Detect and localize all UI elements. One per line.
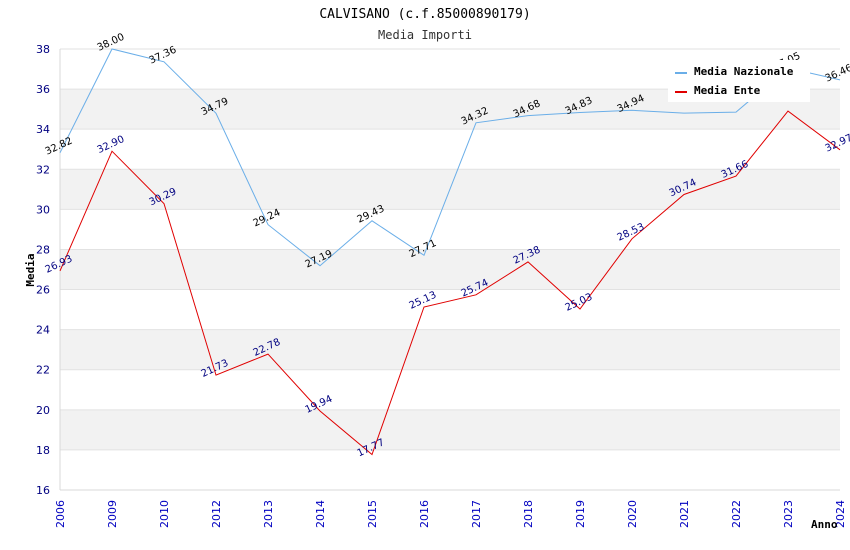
x-tick-label: 2020 bbox=[626, 500, 639, 528]
y-tick-label: 38 bbox=[36, 43, 50, 56]
data-label: 37.36 bbox=[148, 45, 179, 67]
x-axis-label: Anno bbox=[811, 518, 838, 531]
y-tick-label: 26 bbox=[36, 284, 50, 297]
x-tick-label: 2024 bbox=[834, 500, 847, 528]
x-tick-label: 2010 bbox=[158, 500, 171, 528]
chart-subtitle: Media Importi bbox=[378, 28, 472, 42]
series-line-media-nazionale bbox=[59, 48, 841, 267]
grid-bands bbox=[60, 89, 840, 450]
legend: Media Nazionale Media Ente bbox=[668, 60, 810, 102]
x-tick-label: 2022 bbox=[730, 500, 743, 528]
data-label: 32.82 bbox=[44, 136, 75, 158]
x-tick-label: 2018 bbox=[522, 500, 535, 528]
legend-label-media-nazionale: Media Nazionale bbox=[694, 65, 794, 78]
y-axis-label: Media bbox=[24, 253, 37, 286]
x-tick-label: 2023 bbox=[782, 500, 795, 528]
x-tick-label: 2014 bbox=[314, 500, 327, 528]
data-label: 29.24 bbox=[252, 207, 283, 229]
series-lines bbox=[59, 48, 841, 456]
grid-band bbox=[60, 329, 840, 370]
x-tick-label: 2009 bbox=[106, 500, 119, 528]
data-label: 36.46 bbox=[824, 63, 850, 85]
y-tick-label: 28 bbox=[36, 243, 50, 256]
y-tick-label: 18 bbox=[36, 444, 50, 457]
y-tick-label: 30 bbox=[36, 203, 50, 216]
axes bbox=[59, 49, 840, 491]
data-label: 25.03 bbox=[564, 292, 595, 314]
x-tick-label: 2019 bbox=[574, 500, 587, 528]
chart-title: CALVISANO (c.f.85000890179) bbox=[319, 7, 530, 22]
y-tick-label: 20 bbox=[36, 404, 50, 417]
data-label: 25.13 bbox=[408, 290, 439, 312]
grid-band bbox=[60, 409, 840, 450]
legend-background bbox=[668, 60, 810, 102]
x-tick-label: 2017 bbox=[470, 500, 483, 528]
y-tick-label: 34 bbox=[36, 123, 50, 136]
data-label: 32.97 bbox=[824, 133, 850, 155]
x-tick-labels: 2006 2009 2010 2012 2013 2014 2015 2016 2017 2018… bbox=[54, 500, 847, 528]
y-tick-label: 24 bbox=[36, 324, 50, 337]
x-tick-label: 2016 bbox=[418, 500, 431, 528]
y-tick-label: 36 bbox=[36, 83, 50, 96]
x-tick-label: 2021 bbox=[678, 500, 691, 528]
grid-band bbox=[60, 249, 840, 290]
x-tick-label: 2013 bbox=[262, 500, 275, 528]
x-tick-label: 2012 bbox=[210, 500, 223, 528]
y-tick-label: 22 bbox=[36, 364, 50, 377]
x-tick-label: 2015 bbox=[366, 500, 379, 528]
y-tick-label: 16 bbox=[36, 484, 50, 497]
y-tick-labels: 16 18 20 22 24 26 28 30 32 34 36 38 bbox=[36, 43, 50, 497]
y-tick-label: 32 bbox=[36, 163, 50, 176]
series-line-media-ente bbox=[59, 110, 841, 456]
x-tick-label: 2006 bbox=[54, 500, 67, 528]
legend-label-media-ente: Media Ente bbox=[694, 84, 761, 97]
